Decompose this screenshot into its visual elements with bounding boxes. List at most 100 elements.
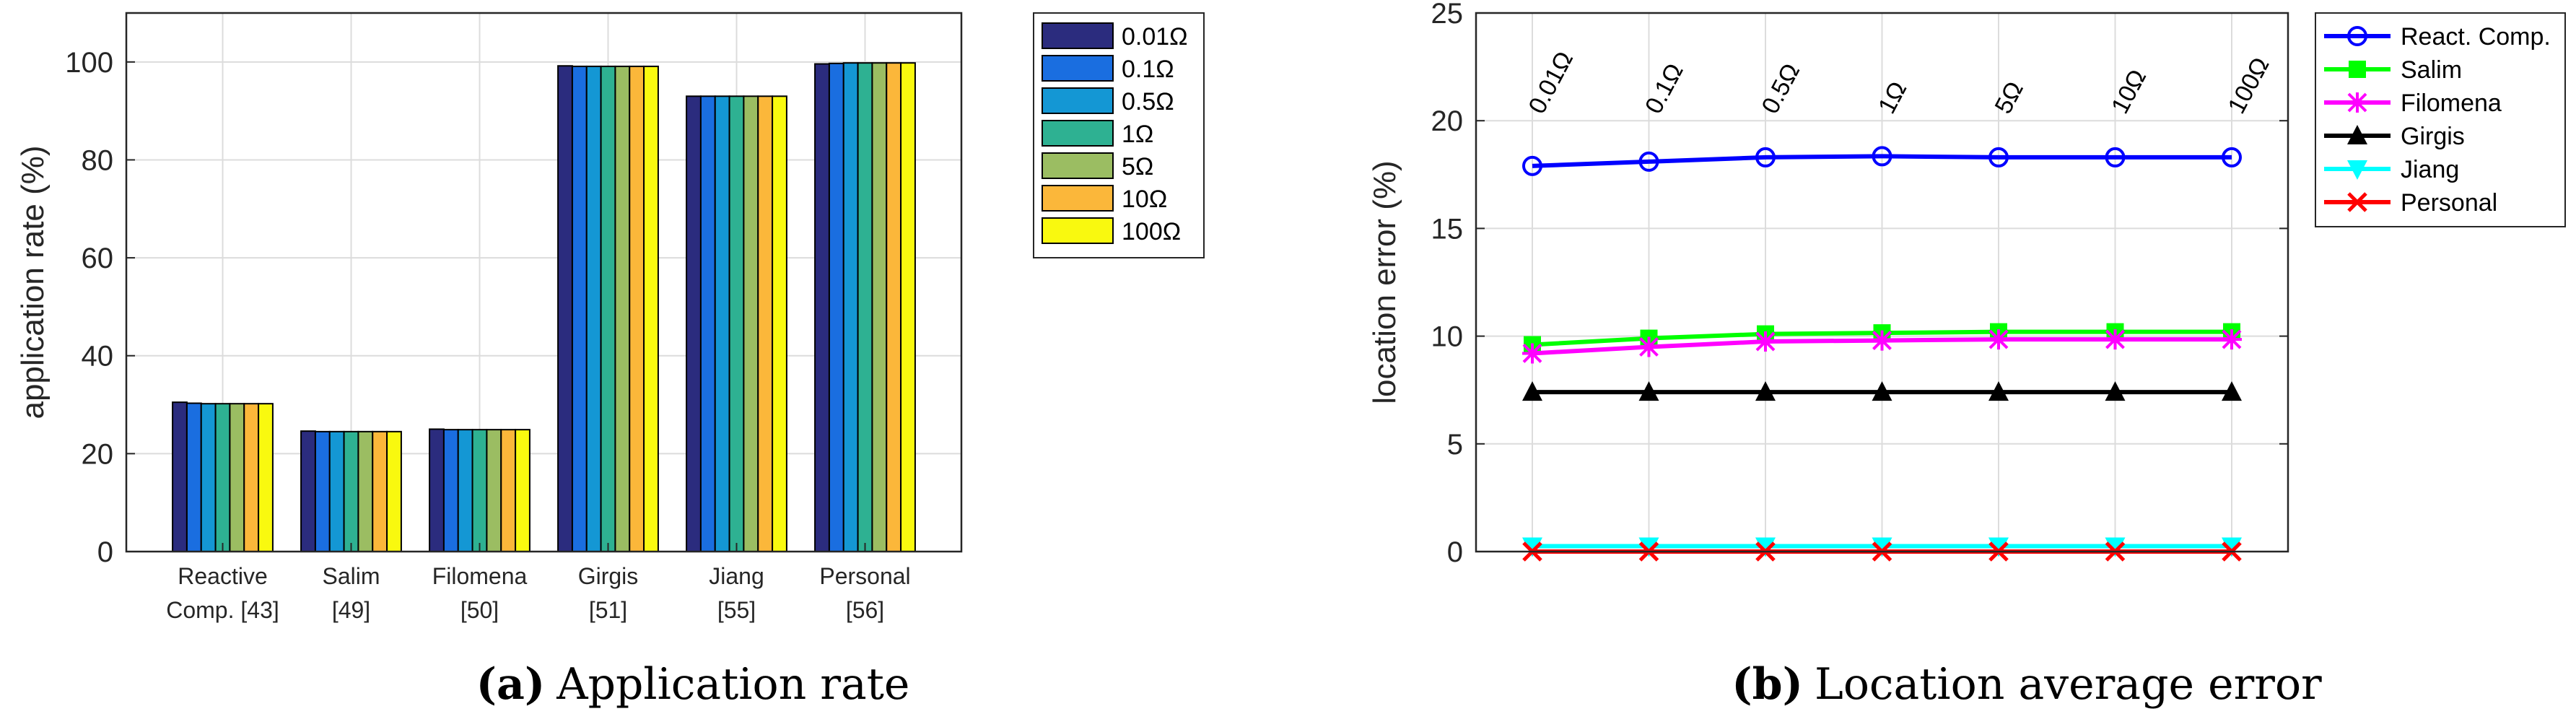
data-point [2222,381,2242,401]
y-axis-label-b: location error (%) [1367,160,1402,404]
x-tick-label-a: Filomena [432,563,528,589]
bar [757,95,774,553]
series-line-group [1522,146,2242,176]
bar [828,62,844,553]
bar [643,65,659,553]
caption-a: (a) Application rate [476,659,910,710]
legend-swatch-a [1042,87,1114,114]
data-point [1872,330,1892,351]
x-tick-label-a: Girgis [578,563,639,589]
legend-box-b [2315,12,2566,227]
bar [214,403,231,552]
y-tick-label-a: 40 [82,341,114,373]
legend-swatch-a [1042,185,1114,212]
bar [372,430,388,552]
bar [743,95,759,553]
data-point [2105,381,2126,401]
bar [728,95,745,553]
data-point [1988,147,2009,167]
x-tick-label-a: [50] [460,597,499,623]
x-tick-label-a: [56] [846,597,884,623]
x-tick-label-a: Comp. [43] [166,597,279,623]
bar [900,62,916,552]
data-point [1638,381,1659,401]
x-tick-label-a: [55] [717,597,756,623]
axes-frame-a [125,12,963,553]
bar [886,62,902,552]
y-tick-label-a: 0 [97,536,113,568]
bar [842,62,859,552]
bar [557,65,573,552]
y-tick-label-b: 20 [1431,105,1464,137]
x-tick-label-a: Personal [819,563,910,589]
legend-swatch-a [1042,22,1114,49]
data-point [1988,381,2009,401]
bar [686,95,702,553]
legend-swatch-a [1042,152,1114,179]
legend-label-a: 0.5Ω [1122,88,1174,116]
data-point [1638,336,1659,357]
bar [300,430,316,553]
legend-label-b: Salim [2401,56,2462,84]
legend-b: React. Comp. Salim Filomena Girgis Jiang Pers… [2315,12,2566,227]
caption-a-label: (a) [476,659,546,710]
legend-a: 0.01Ω 0.1Ω 0.5Ω 1Ω 5Ω 10Ω 100Ω [1033,12,1205,258]
data-point [1522,381,1542,401]
y-tick-label-b: 25 [1431,0,1464,30]
y-axis-label-a: application rate (%) [15,145,51,419]
series-line-group [1522,329,2242,364]
data-point [1872,537,1892,557]
y-tick-label-a: 20 [82,438,114,470]
bar [343,430,359,552]
data-point [2347,26,2367,46]
legend-swatch-a [1042,217,1114,244]
data-point [2347,160,2367,180]
data-point [1755,147,1776,167]
legend-label-a: 1Ω [1122,121,1153,148]
data-point [2347,92,2367,113]
x-tick-label-a: Salim [322,563,380,589]
axes-frame-b [1475,12,2289,553]
y-tick-label-b: 15 [1431,213,1464,245]
bar [429,428,445,552]
bar [229,403,245,552]
data-point [1988,537,2009,557]
y-tick-label-a: 80 [82,144,114,176]
bar [471,429,488,553]
bar [714,95,730,553]
data-point [2349,61,2366,78]
bar [500,429,517,553]
legend-label-a: 100Ω [1122,218,1181,245]
bar [442,429,459,553]
data-point [2347,192,2367,212]
bar [871,62,888,552]
bar [515,429,531,553]
bar [629,65,645,553]
y-tick-label-b: 0 [1447,536,1463,568]
bar [486,429,502,553]
bar [772,95,787,553]
data-point [2222,329,2242,350]
legend-swatch-a [1042,120,1114,147]
bar [314,430,331,552]
y-tick-label-a: 60 [82,243,114,274]
bar [614,65,631,553]
data-point [1755,331,1776,352]
data-point [2222,537,2242,557]
data-point [2347,125,2367,144]
x-tick-label-a: Jiang [709,563,764,589]
legend-swatch-a [1042,55,1114,82]
legend-label-b: Girgis [2401,123,2465,150]
legend-label-a: 0.01Ω [1122,23,1188,51]
y-tick-label-a: 100 [65,47,113,79]
legend-label-a: 0.1Ω [1122,56,1174,83]
data-point [2105,329,2126,350]
data-point [2105,147,2126,167]
legend-label-b: Jiang [2401,156,2459,183]
data-point [1872,381,1892,401]
y-tick-label-b: 10 [1431,321,1464,353]
legend-label-b: Personal [2401,189,2497,217]
caption-b: (b) Location average error [1732,659,2322,710]
